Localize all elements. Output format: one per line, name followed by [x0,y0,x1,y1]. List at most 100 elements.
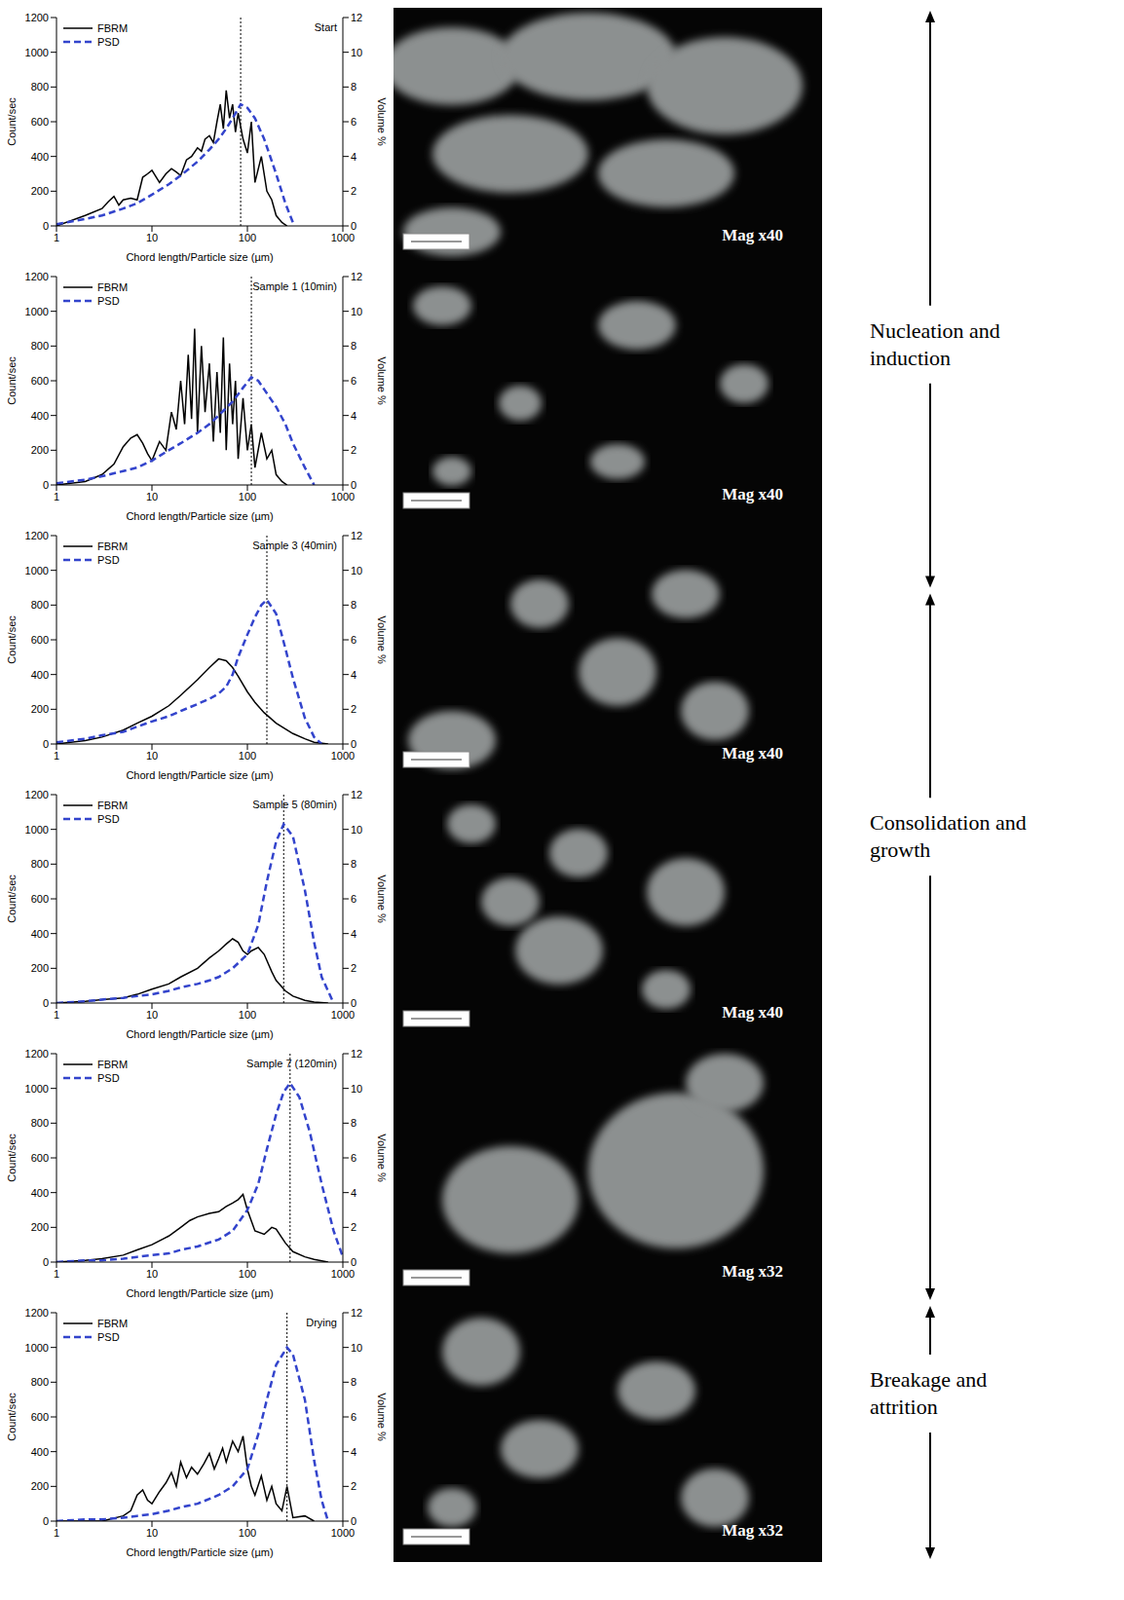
svg-text:2: 2 [350,185,357,197]
svg-text:1000: 1000 [331,1268,355,1280]
svg-text:4: 4 [350,669,357,681]
svg-text:4: 4 [350,150,357,163]
svg-text:0: 0 [350,220,357,232]
svg-text:1200: 1200 [25,1048,49,1060]
svg-text:0: 0 [350,1515,357,1528]
svg-text:1000: 1000 [331,490,355,503]
svg-text:6: 6 [350,115,357,128]
svg-text:2: 2 [350,1221,357,1234]
svg-text:0: 0 [42,1256,49,1269]
svg-text:10: 10 [146,1009,158,1021]
svg-text:Volume %: Volume % [375,874,388,924]
svg-text:6: 6 [350,374,357,387]
svg-text:6: 6 [350,634,357,646]
svg-text:Count/sec: Count/sec [5,1392,18,1442]
svg-text:10: 10 [350,824,363,836]
svg-text:800: 800 [31,1117,49,1129]
svg-text:600: 600 [31,374,49,387]
svg-text:1000: 1000 [331,1527,355,1539]
svg-text:Count/sec: Count/sec [5,1133,18,1183]
svg-text:10: 10 [146,749,158,762]
svg-text:10: 10 [350,1342,363,1354]
svg-text:Volume %: Volume % [375,97,388,147]
svg-text:1: 1 [53,1268,60,1280]
svg-text:6: 6 [350,893,357,905]
svg-text:0: 0 [350,1256,357,1269]
svg-text:800: 800 [31,599,49,611]
svg-text:10: 10 [146,1527,158,1539]
svg-text:Chord length/Particle size (µm: Chord length/Particle size (µm) [125,769,273,782]
svg-text:1000: 1000 [25,824,49,836]
svg-text:4: 4 [350,410,357,422]
svg-text:10: 10 [350,564,363,577]
svg-text:12: 12 [350,1048,363,1060]
svg-text:10: 10 [350,46,363,59]
svg-text:Count/sec: Count/sec [5,356,18,406]
svg-text:200: 200 [31,703,49,715]
svg-text:8: 8 [350,1376,357,1388]
svg-text:100: 100 [238,1009,257,1021]
svg-text:400: 400 [31,928,49,940]
svg-text:Count/sec: Count/sec [5,97,18,147]
svg-text:1000: 1000 [331,231,355,244]
svg-text:0: 0 [42,997,49,1010]
svg-text:10: 10 [146,1268,158,1280]
svg-text:1: 1 [53,231,60,244]
svg-text:4: 4 [350,1187,357,1199]
svg-text:4: 4 [350,1446,357,1459]
svg-text:1000: 1000 [331,1009,355,1021]
svg-text:1200: 1200 [25,1307,49,1319]
svg-text:1000: 1000 [25,1083,49,1095]
svg-text:2: 2 [350,703,357,715]
svg-text:4: 4 [350,928,357,940]
svg-text:800: 800 [31,339,49,352]
svg-text:100: 100 [238,490,257,503]
svg-text:12: 12 [350,270,363,283]
svg-text:Chord length/Particle size (µm: Chord length/Particle size (µm) [125,510,273,523]
svg-text:12: 12 [350,788,363,801]
svg-text:10: 10 [350,1083,363,1095]
svg-text:6: 6 [350,1152,357,1164]
svg-text:400: 400 [31,410,49,422]
svg-text:1: 1 [53,490,60,503]
svg-text:400: 400 [31,1187,49,1199]
svg-text:600: 600 [31,634,49,646]
svg-text:0: 0 [42,738,49,750]
svg-text:0: 0 [350,997,357,1010]
svg-text:10: 10 [146,231,158,244]
svg-text:800: 800 [31,858,49,870]
svg-text:Count/sec: Count/sec [5,615,18,665]
svg-text:2: 2 [350,444,357,456]
svg-text:1000: 1000 [25,564,49,577]
svg-text:1000: 1000 [25,1342,49,1354]
svg-text:0: 0 [350,738,357,750]
svg-text:Chord length/Particle size (µm: Chord length/Particle size (µm) [125,1546,273,1559]
svg-text:800: 800 [31,80,49,93]
svg-text:1200: 1200 [25,270,49,283]
svg-text:100: 100 [238,231,257,244]
svg-text:Count/sec: Count/sec [5,874,18,924]
svg-text:400: 400 [31,150,49,163]
svg-text:100: 100 [238,749,257,762]
svg-text:8: 8 [350,599,357,611]
svg-text:400: 400 [31,1446,49,1459]
svg-text:400: 400 [31,669,49,681]
svg-text:1000: 1000 [25,305,49,318]
svg-text:200: 200 [31,1221,49,1234]
svg-text:0: 0 [350,479,357,491]
svg-text:600: 600 [31,115,49,128]
svg-text:1200: 1200 [25,529,49,542]
svg-text:600: 600 [31,1152,49,1164]
svg-text:12: 12 [350,529,363,542]
svg-text:800: 800 [31,1376,49,1388]
svg-text:Volume %: Volume % [375,1392,388,1442]
svg-text:1: 1 [53,749,60,762]
svg-text:200: 200 [31,185,49,197]
svg-text:0: 0 [42,479,49,491]
svg-text:1000: 1000 [25,46,49,59]
svg-text:200: 200 [31,444,49,456]
svg-text:8: 8 [350,339,357,352]
svg-text:1: 1 [53,1009,60,1021]
svg-text:1200: 1200 [25,788,49,801]
svg-text:1000: 1000 [331,749,355,762]
